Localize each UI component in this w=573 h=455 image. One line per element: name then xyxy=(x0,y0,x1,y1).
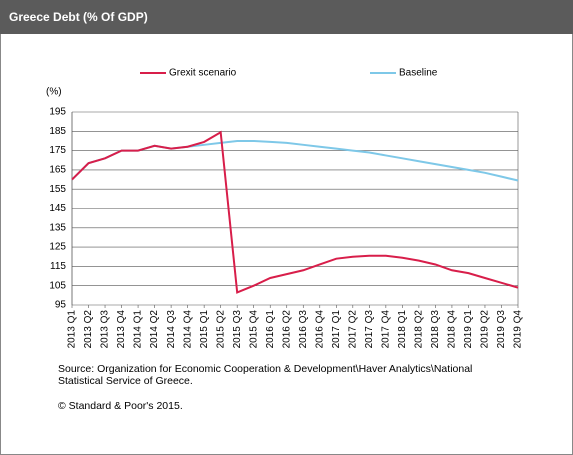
y-tick-label: 125 xyxy=(49,242,66,253)
x-tick-label: 2019 Q1 xyxy=(463,310,474,349)
x-tick-label: 2015 Q4 xyxy=(248,310,259,349)
x-tick-label: 2019 Q3 xyxy=(496,310,507,349)
x-tick-label: 2018 Q4 xyxy=(447,310,458,349)
x-tick-label: 2017 Q3 xyxy=(364,310,375,349)
y-unit: (%) xyxy=(46,87,62,98)
x-tick-label: 2017 Q1 xyxy=(331,310,342,349)
x-tick-label: 2017 Q4 xyxy=(380,310,391,349)
x-tick-label: 2014 Q3 xyxy=(166,310,177,349)
y-tick-label: 95 xyxy=(55,300,67,311)
x-tick-label: 2014 Q4 xyxy=(182,310,193,349)
x-tick-label: 2015 Q3 xyxy=(232,310,243,349)
x-tick-label: 2013 Q2 xyxy=(83,310,94,349)
x-tick-label: 2014 Q2 xyxy=(149,310,160,349)
x-tick-label: 2013 Q1 xyxy=(67,310,78,349)
x-tick-label: 2015 Q2 xyxy=(215,310,226,349)
y-tick-label: 155 xyxy=(49,184,66,195)
y-tick-label: 195 xyxy=(49,107,66,118)
x-tick-label: 2018 Q1 xyxy=(397,310,408,349)
x-tick-label: 2018 Q2 xyxy=(414,310,425,349)
x-tick-label: 2016 Q3 xyxy=(298,310,309,349)
header-bar xyxy=(0,0,573,34)
x-tick-label: 2015 Q1 xyxy=(199,310,210,349)
x-tick-label: 2019 Q4 xyxy=(513,310,524,349)
x-tick-label: 2013 Q3 xyxy=(100,310,111,349)
source: Source: Organization for Economic Cooper… xyxy=(58,363,472,387)
series-line xyxy=(71,130,519,294)
y-tick-label: 185 xyxy=(49,126,66,137)
chart-title: Greece Debt (% Of GDP) xyxy=(9,10,148,24)
x-tick-label: 2016 Q4 xyxy=(314,310,325,349)
y-tick-label: 115 xyxy=(50,261,66,272)
x-tick-label: 2019 Q2 xyxy=(480,310,491,349)
y-tick-label: 175 xyxy=(49,145,66,156)
x-tick-label: 2014 Q1 xyxy=(133,310,144,349)
y-tick-label: 145 xyxy=(49,203,66,214)
y-tick-label: 165 xyxy=(49,165,66,176)
copyright: © Standard & Poor's 2015. xyxy=(58,400,183,412)
y-tick-label: 135 xyxy=(49,222,66,233)
x-tick-label: 2016 Q2 xyxy=(281,310,292,349)
x-tick-label: 2017 Q2 xyxy=(347,310,358,349)
x-tick-label: 2018 Q3 xyxy=(430,310,441,349)
x-tick-label: 2013 Q4 xyxy=(116,310,127,349)
legend-label: Grexit scenario xyxy=(169,68,237,79)
x-tick-label: 2016 Q1 xyxy=(265,310,276,349)
legend-label: Baseline xyxy=(399,68,438,79)
y-tick-label: 105 xyxy=(49,280,66,291)
